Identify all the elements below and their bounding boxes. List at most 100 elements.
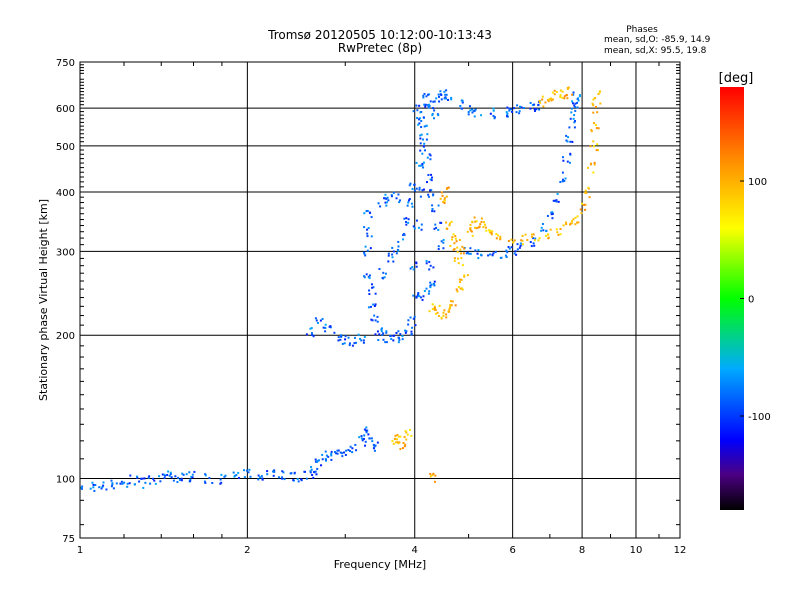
data-point (453, 248, 456, 251)
data-point (426, 181, 429, 184)
data-point (495, 237, 498, 240)
data-point (437, 114, 440, 117)
data-point (372, 443, 375, 446)
data-point (377, 339, 380, 342)
chart-title: Tromsø 20120505 10:12:00-10:13:43 (267, 28, 492, 42)
data-point (170, 476, 173, 479)
data-point (336, 449, 339, 452)
data-point (191, 476, 194, 479)
data-point (476, 252, 479, 255)
data-point (466, 251, 469, 254)
data-point (281, 476, 284, 479)
data-point (429, 178, 432, 181)
data-point (565, 223, 568, 226)
data-point (360, 435, 363, 438)
data-point (364, 245, 367, 248)
data-point (508, 109, 511, 112)
data-point (473, 109, 476, 112)
data-point (599, 102, 602, 105)
data-point (439, 93, 442, 96)
data-point (492, 114, 495, 117)
data-point (450, 96, 453, 99)
data-point (483, 221, 486, 224)
data-point (552, 199, 555, 202)
data-point (442, 311, 445, 314)
data-point (163, 476, 166, 479)
data-point (445, 195, 448, 198)
data-point (480, 220, 483, 223)
data-point (415, 295, 418, 298)
data-point (382, 271, 385, 274)
data-point (80, 486, 83, 489)
data-point (491, 253, 494, 256)
data-point (395, 197, 398, 200)
x-tick-label: 6 (509, 545, 515, 556)
data-point (418, 122, 421, 125)
data-point (391, 440, 394, 443)
data-point (520, 106, 523, 109)
data-point (305, 333, 308, 336)
data-point (412, 317, 415, 320)
data-point (574, 102, 577, 105)
data-point (357, 333, 360, 336)
data-point (397, 193, 400, 196)
data-point (573, 126, 576, 129)
data-point (462, 252, 465, 255)
data-point (571, 140, 574, 143)
data-point (574, 216, 577, 219)
data-point (541, 223, 544, 226)
data-point (577, 99, 580, 102)
data-point (559, 89, 562, 92)
data-point (428, 268, 431, 271)
data-point (384, 341, 387, 344)
data-point (407, 199, 410, 202)
data-point (421, 152, 424, 155)
data-point (403, 445, 406, 448)
data-point (457, 257, 460, 260)
data-point (143, 477, 146, 480)
data-point (538, 237, 541, 240)
data-point (465, 252, 468, 255)
data-point (158, 475, 161, 478)
data-point (592, 98, 595, 101)
data-point (397, 240, 400, 243)
data-point (110, 485, 113, 488)
data-point (443, 201, 446, 204)
data-point (570, 220, 573, 223)
data-point (370, 318, 373, 321)
data-point (485, 229, 488, 232)
data-point (432, 117, 435, 120)
data-point (402, 441, 405, 444)
data-point (382, 338, 385, 341)
data-point (428, 310, 431, 313)
data-point (415, 296, 418, 299)
data-point (576, 215, 579, 218)
data-point (565, 139, 568, 142)
data-point (325, 454, 328, 457)
data-point (314, 470, 317, 473)
data-point (447, 98, 450, 101)
data-point (571, 93, 574, 96)
data-point (383, 276, 386, 279)
data-point (431, 114, 434, 117)
data-point (508, 107, 511, 110)
data-point (348, 342, 351, 345)
data-point (463, 274, 466, 277)
data-point (420, 223, 423, 226)
data-point (126, 485, 129, 488)
data-point (345, 449, 348, 452)
data-point (445, 89, 448, 92)
data-point (452, 233, 455, 236)
data-point (461, 101, 464, 104)
data-point (136, 476, 139, 479)
data-point (470, 108, 473, 111)
data-point (473, 226, 476, 229)
data-point (133, 483, 136, 486)
data-point (445, 313, 448, 316)
data-point (351, 447, 354, 450)
data-point (595, 105, 598, 108)
data-point (339, 338, 342, 341)
data-point (561, 90, 564, 93)
data-point (422, 188, 425, 191)
data-point (415, 261, 418, 264)
